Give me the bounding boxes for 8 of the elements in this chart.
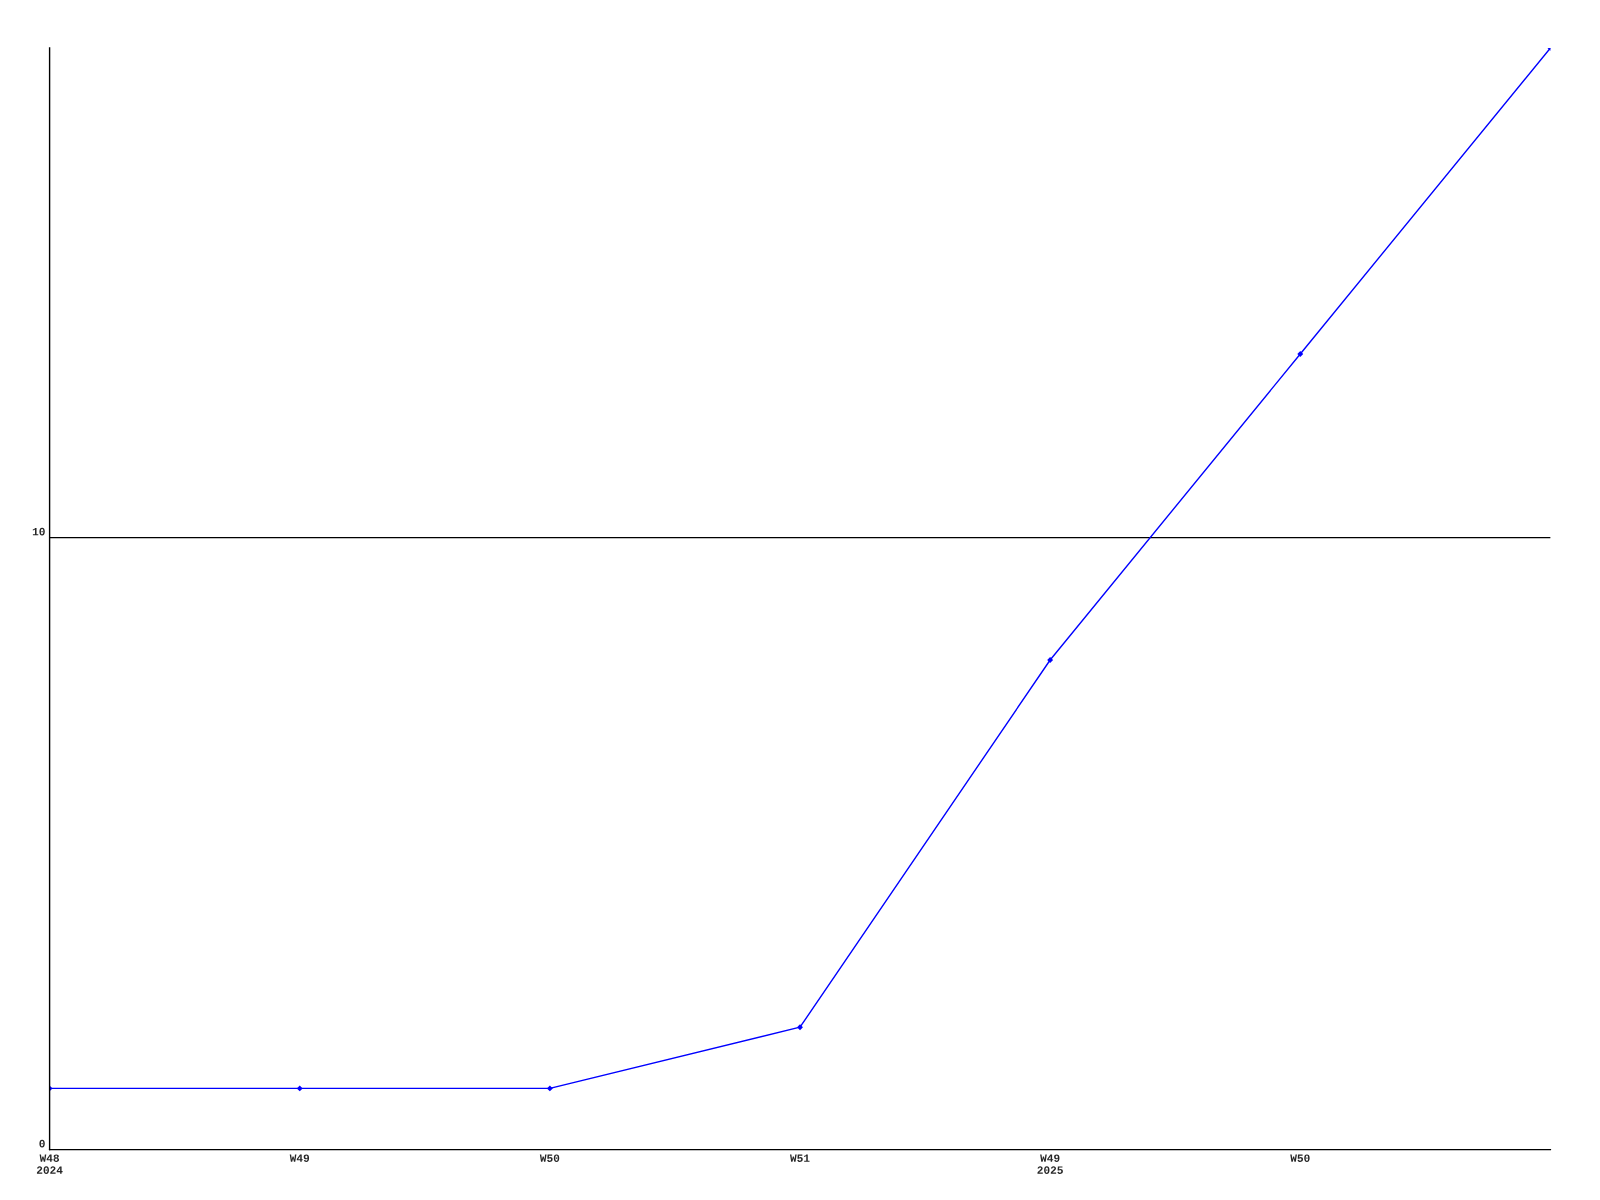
x-tick-label: W50 [1290,1154,1310,1162]
x-tick-label: W51 [790,1154,810,1162]
x-tick-label: W49 2025 [1037,1154,1063,1174]
x-tick-label: W50 [539,1154,560,1162]
x-tick-label: W49 [289,1154,310,1162]
x-tick-label: W48 2024 [36,1154,63,1174]
y-tick-label: 10 [32,527,45,536]
y-tick-label: 0 [39,1139,45,1148]
